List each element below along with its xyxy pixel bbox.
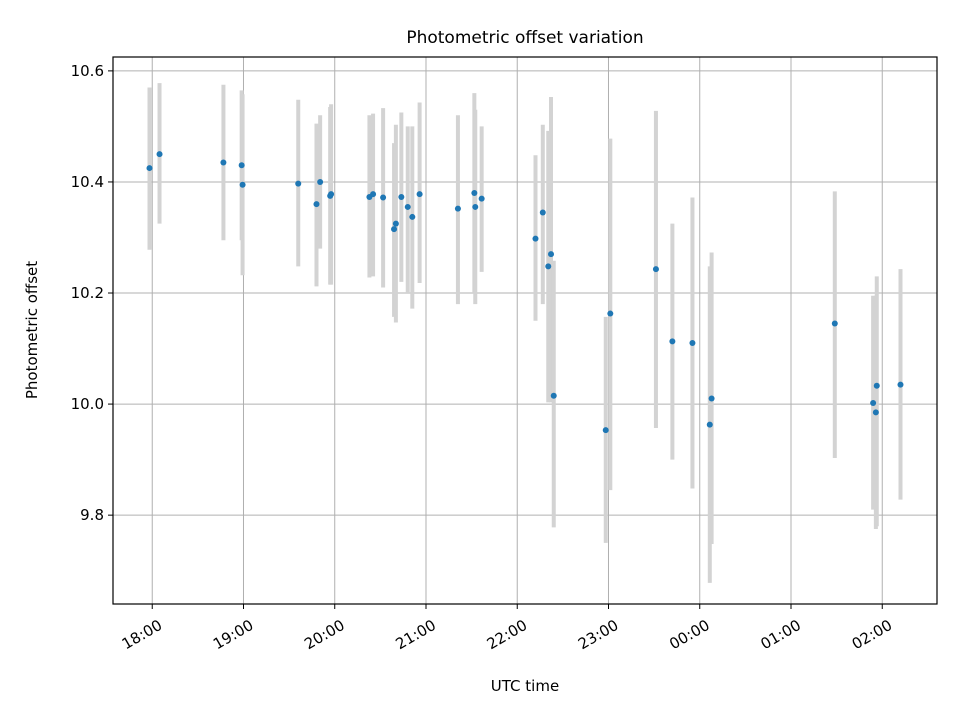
chart-title: Photometric offset variation [406, 28, 643, 48]
data-point [328, 191, 335, 198]
data-point [607, 310, 614, 317]
y-tick-label: 10.0 [71, 395, 104, 413]
data-point [404, 203, 411, 210]
data-point [454, 205, 461, 212]
x-tick-label: 18:00 [119, 616, 165, 653]
data-point [550, 392, 557, 399]
data-point [539, 209, 546, 216]
y-tick-label: 10.2 [71, 284, 104, 302]
error-bars [147, 83, 903, 583]
data-point [398, 193, 405, 200]
y-tick-label: 9.8 [80, 506, 104, 524]
data-point [391, 226, 398, 233]
data-point [831, 320, 838, 327]
data-points [146, 151, 904, 434]
data-point [370, 191, 377, 198]
data-point [872, 409, 879, 416]
data-point [416, 191, 423, 198]
data-point [380, 194, 387, 201]
y-axis-label: Photometric offset [23, 261, 41, 399]
data-point [220, 159, 227, 166]
data-point [238, 162, 245, 169]
data-point [602, 427, 609, 434]
data-point [706, 421, 713, 428]
x-ticks: 18:00 19:00 20:00 21:00 22:00 23:00 00:00 01:00… [119, 604, 895, 653]
data-point [478, 195, 485, 202]
y-ticks: 9.8 10.0 10.2 10.4 10.6 [71, 62, 113, 524]
data-point [392, 220, 399, 227]
data-point [156, 151, 163, 158]
data-point [873, 382, 880, 389]
x-grid [151, 57, 883, 604]
data-point [870, 399, 877, 406]
y-grid [113, 70, 937, 516]
y-tick-label: 10.6 [71, 62, 104, 80]
data-point [146, 165, 153, 172]
data-point [472, 203, 479, 210]
x-tick-label: 23:00 [575, 616, 621, 653]
data-point [652, 266, 659, 273]
x-tick-label: 21:00 [393, 616, 439, 653]
data-point [471, 190, 478, 197]
x-axis-label: UTC time [491, 677, 559, 695]
data-point [532, 235, 539, 242]
x-tick-label: 19:00 [210, 616, 256, 653]
x-tick-label: 01:00 [758, 616, 804, 653]
plot-frame [112, 56, 938, 605]
data-point [548, 251, 555, 258]
x-tick-label: 00:00 [666, 616, 712, 653]
data-point [239, 181, 246, 188]
data-point [708, 395, 715, 402]
x-tick-label: 22:00 [484, 616, 530, 653]
data-point [669, 338, 676, 345]
y-tick-label: 10.4 [71, 173, 104, 191]
data-point [409, 213, 416, 220]
x-tick-label: 20:00 [301, 616, 347, 653]
data-point [897, 381, 904, 388]
x-tick-label: 02:00 [849, 616, 895, 653]
data-point [689, 339, 696, 346]
data-point [317, 178, 324, 185]
data-point [295, 180, 302, 187]
data-point [313, 201, 320, 208]
data-point [545, 263, 552, 270]
